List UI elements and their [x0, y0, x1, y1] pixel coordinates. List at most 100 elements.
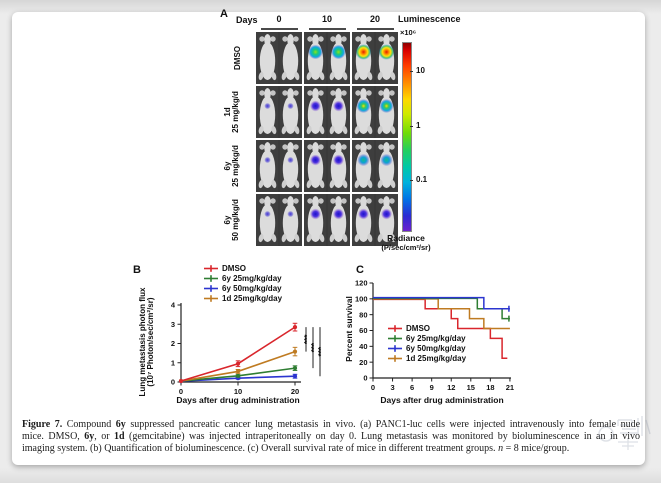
caption-line: Figure 7. Compound 6y suppressed pancrea…: [22, 419, 640, 431]
luminescence-signal: [308, 44, 323, 60]
luminescence-signal: [358, 208, 369, 220]
series-1d 25mg/kg/day: [178, 346, 298, 384]
legend-item: 6y 50mg/kg/day: [203, 283, 282, 293]
svg-text:***: ***: [303, 334, 312, 344]
scale-tick: [410, 126, 413, 127]
chart-c: 0 20 40 60 80 100 120 0 3 6 9 12 15 18 21: [355, 279, 514, 392]
svg-text:60: 60: [359, 326, 367, 335]
svg-text:***: ***: [310, 342, 319, 352]
caption-line: imaging system. (b) Quantification of bi…: [22, 443, 640, 455]
caption-segment: 6y: [84, 430, 95, 442]
svg-text:3: 3: [171, 320, 175, 329]
svg-text:20: 20: [291, 387, 299, 396]
mouse-figure: [377, 142, 396, 189]
series-1d 25mg/kg/day: [373, 298, 510, 330]
svg-text:12: 12: [447, 383, 455, 392]
chart-c-xlabel: Days after drug administration: [380, 395, 504, 405]
svg-text:40: 40: [359, 342, 367, 351]
svg-text:2: 2: [171, 339, 175, 348]
luminescence-signal: [264, 210, 271, 218]
caption-segment: imaging system. (b) Quantification of bi…: [22, 442, 499, 454]
day-col-10: 10: [321, 14, 332, 24]
svg-text:4: 4: [171, 301, 176, 310]
mouse-figure: [329, 34, 348, 81]
legend-label: DMSO: [406, 323, 430, 333]
luminescence-signal: [287, 210, 294, 218]
luminescence-signal: [310, 100, 321, 112]
luminescence-signal: [264, 156, 271, 164]
caption-segment: mice. DMSO,: [22, 430, 85, 442]
legend-label: 6y 25mg/kg/day: [406, 333, 466, 343]
watermark: [598, 416, 651, 450]
mouse-figure: [354, 196, 373, 243]
row-label-line: DMSO: [232, 46, 242, 70]
luminescence-signal: [287, 156, 294, 164]
row-label-line: 25 mg/kg/d: [231, 91, 240, 133]
mouse-figure: [281, 196, 300, 243]
mouse-figure: [306, 88, 325, 135]
mouse-figure: [281, 88, 300, 135]
mouse-figure: [354, 88, 373, 135]
mouse-figure: [329, 196, 348, 243]
luminescence-signal: [333, 154, 344, 166]
radiance-label: Radiance: [387, 233, 425, 243]
mouse-image-tile: [352, 86, 398, 143]
mouse-figure: [377, 34, 396, 81]
caption-segment: 6y: [115, 419, 126, 430]
mouse-figure: [258, 34, 277, 81]
mouse-image-tile: [256, 32, 302, 89]
svg-text:0: 0: [363, 374, 367, 383]
mouse-image-tile: [256, 194, 302, 251]
svg-text:20: 20: [359, 358, 367, 367]
legend-item: 1d 25mg/kg/day: [387, 353, 466, 363]
series-DMSO: [178, 322, 298, 384]
luminescence-signal: [357, 153, 370, 167]
legend-item: DMSO: [203, 263, 282, 273]
row-label-1d: 1d 25 mg/kg/d: [222, 85, 242, 139]
svg-text:0: 0: [179, 387, 183, 396]
svg-text:100: 100: [355, 294, 368, 303]
day-col-underline: [357, 28, 394, 30]
day-col-0: 0: [276, 14, 282, 24]
row-label-6y50: 6y 50 mg/kg/d: [222, 193, 242, 247]
caption-segment: = 8 mice/group.: [503, 442, 570, 454]
luminescence-signal: [287, 102, 294, 110]
caption-segment: Compound: [62, 419, 116, 430]
caption-segment: suppressed pancreatic cancer lung metast…: [125, 419, 641, 430]
legend-label: 1d 25mg/kg/day: [406, 353, 467, 363]
day-col-underline: [309, 28, 346, 30]
row-label-line: 50 mg/kg/d: [231, 199, 240, 241]
luminescence-signal: [331, 44, 346, 60]
mouse-image-tile: [352, 32, 398, 89]
scale-tick-label-1: 1: [416, 121, 421, 130]
day-col-20: 20: [369, 14, 380, 24]
mouse-image-tile: [352, 194, 398, 251]
svg-text:80: 80: [359, 310, 367, 319]
luminescence-colorbar: [402, 42, 412, 232]
mouse-figure: [258, 196, 277, 243]
mouse-figure: [258, 142, 277, 189]
days-label: Days: [236, 15, 258, 25]
scale-tick-label-10: 10: [416, 66, 425, 75]
svg-text:0: 0: [371, 383, 375, 392]
legend-label: DMSO: [222, 263, 246, 273]
legend-item: 1d 25mg/kg/day: [203, 293, 282, 303]
luminescence-signal: [333, 100, 344, 112]
series-DMSO: [373, 298, 508, 359]
luminescence-signal: [378, 44, 395, 60]
svg-text:9: 9: [430, 383, 434, 392]
caption-line: mice. DMSO, 6y, or 1d (gemcitabine) was …: [22, 431, 640, 443]
svg-text:3: 3: [390, 383, 394, 392]
legend-label: 6y 25mg/kg/day: [222, 273, 282, 283]
luminescence-signal: [333, 208, 344, 220]
luminescence-signal: [356, 99, 371, 113]
svg-text:0: 0: [171, 378, 175, 387]
panel-c-letter: C: [356, 264, 364, 276]
mouse-image-tile: [256, 86, 302, 143]
luminescence-label: Luminescence: [398, 14, 461, 24]
mouse-image-tile: [304, 194, 350, 251]
panel-b-letter: B: [133, 264, 141, 276]
mouse-figure: [377, 196, 396, 243]
caption-segment: n: [498, 442, 504, 454]
